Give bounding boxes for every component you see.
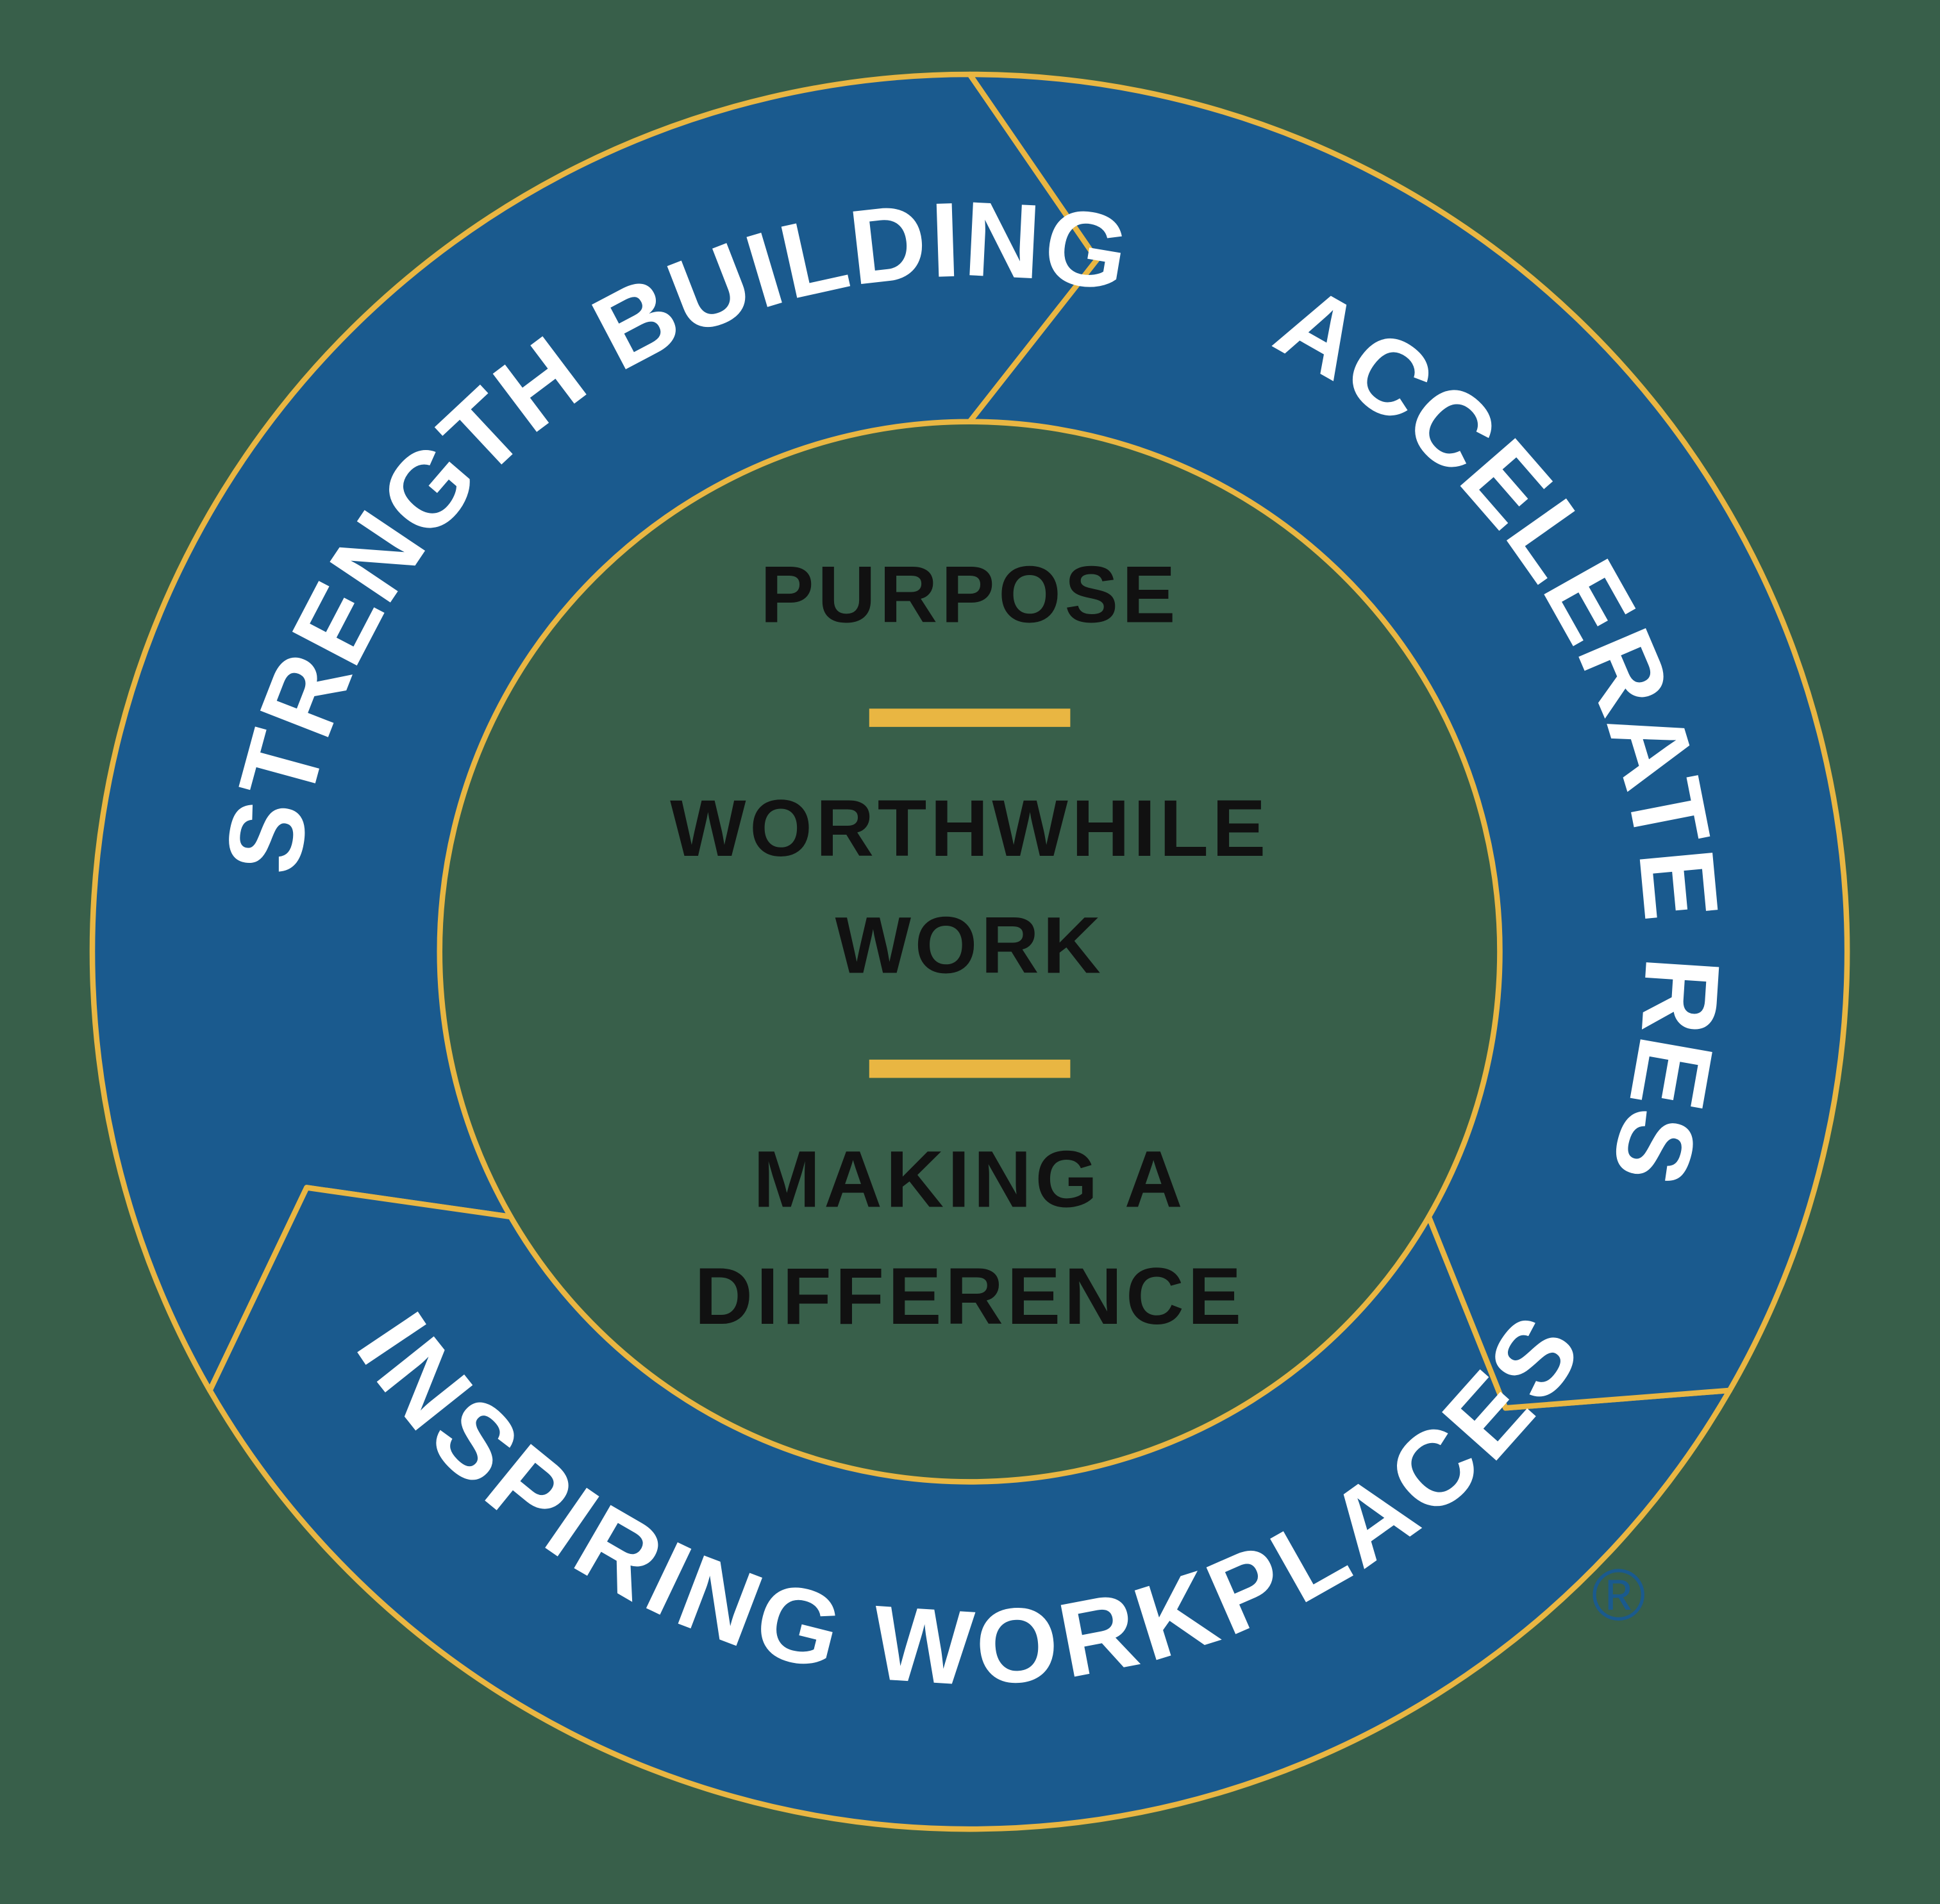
registered-trademark-icon: ® bbox=[1592, 1555, 1646, 1636]
center-text-line: MAKING A bbox=[753, 1134, 1186, 1224]
center-text-line: PURPOSE bbox=[760, 549, 1179, 640]
center-text-line: WORTHWHILE bbox=[671, 783, 1270, 874]
center-block: PURPOSE WORTHWHILE WORK MAKING A DIFFERENCE bbox=[671, 549, 1270, 1342]
center-text-line: WORK bbox=[835, 900, 1105, 990]
cycle-diagram: STRENGTH BUILDINGACCELERATE RESULTSINSPI… bbox=[56, 38, 1884, 1866]
center-text-line: DIFFERENCE bbox=[695, 1251, 1245, 1342]
